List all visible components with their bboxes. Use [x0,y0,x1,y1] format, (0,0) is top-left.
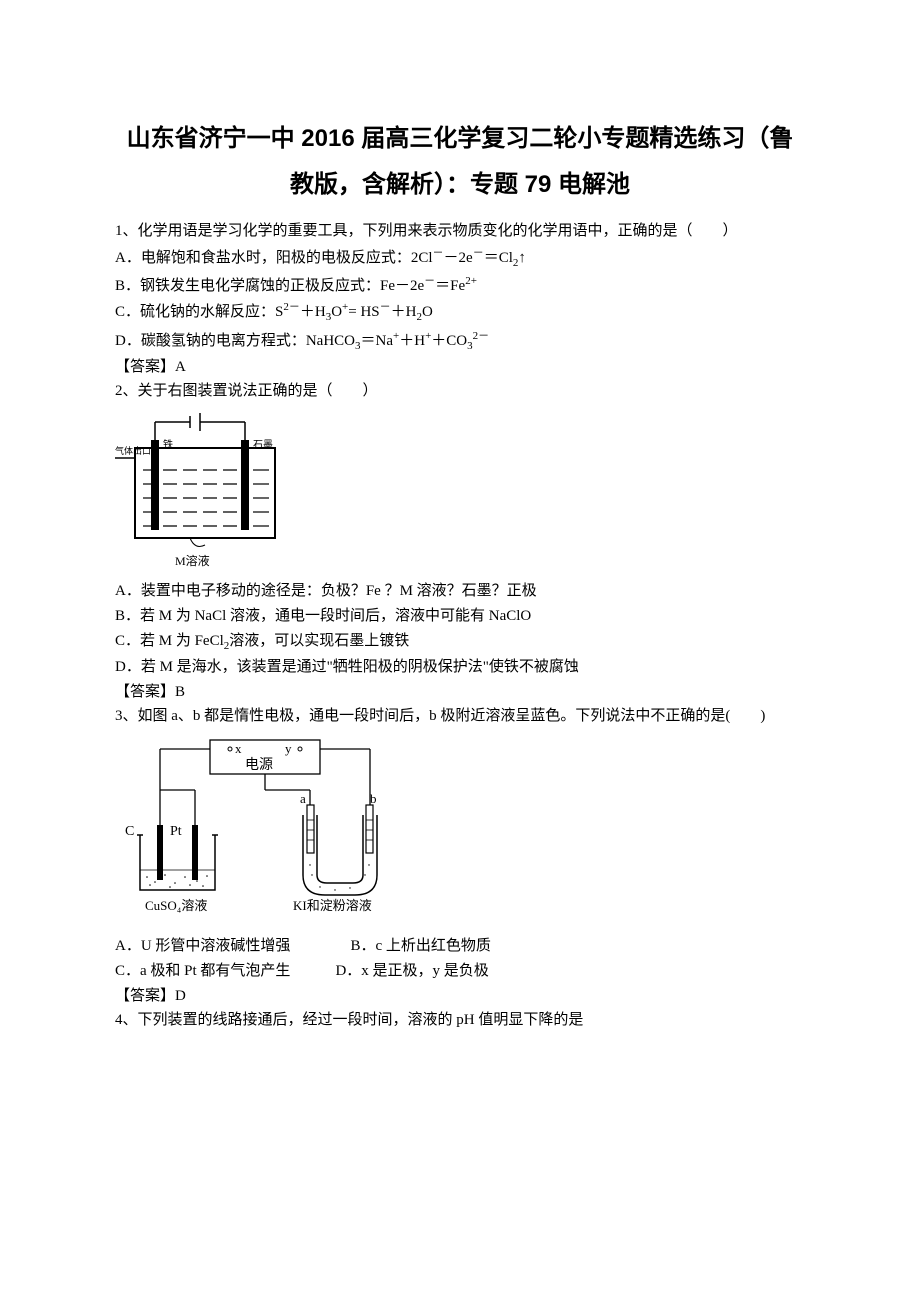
q3-figure: x y 电源 [115,735,805,930]
title-line-2: 教版，含解析）：专题 79 电解池 [115,166,805,204]
power-label: 电源 [245,757,273,773]
q1-answer: 【答案】A [115,355,805,380]
q3-stem: 3、如图 a、b 都是惰性电极，通电一段时间后，b 极附近溶液呈蓝色。下列说法中… [115,704,805,729]
pt-label: Pt [170,824,182,839]
q2-answer: 【答案】B [115,680,805,705]
gas-outlet-label: 气体出口 [115,445,151,456]
q4-stem: 4、下列装置的线路接通后，经过一段时间，溶液的 pH 值明显下降的是 [115,1008,805,1033]
q2-stem: 2、关于右图装置说法正确的是（ ） [115,379,805,404]
q1-option-a: A．电解饱和食盐水时，阳极的电极反应式：2Cl－－2e－＝Cl2↑ [115,244,805,272]
q2-option-d: D．若 M 是海水，该装置是通过"牺牲阳极的阴极保护法"使铁不被腐蚀 [115,655,805,680]
title-line-1: 山东省济宁一中 2016 届高三化学复习二轮小专题精选练习（鲁 [115,120,805,158]
q3-options-row1: A．U 形管中溶液碱性增强 B．c 上析出红色物质 [115,934,805,959]
q3-answer: 【答案】D [115,984,805,1009]
q1-c-pre: C．硫化钠的水解反应：S [115,304,283,320]
b-label: b [370,791,377,806]
m-solution-caption: M溶液 [175,553,210,568]
q1-stem: 1、化学用语是学习化学的重要工具，下列用来表示物质变化的化学用语中，正确的是（ … [115,219,805,244]
q2-c-post: 溶液，可以实现石墨上镀铁 [229,633,409,649]
q2-option-c: C．若 M 为 FeCl2溶液，可以实现石墨上镀铁 [115,629,805,655]
q1-a-pre: A．电解饱和食盐水时，阳极的电极反应式：2Cl [115,250,433,266]
ki-label: KI和淀粉溶液 [293,898,372,913]
fe-label: 铁 [163,438,173,451]
q3-options-row2: C．a 极和 Pt 都有气泡产生 D．x 是正极，y 是负极 [115,959,805,984]
q2-option-a: A．装置中电子移动的途径是：负极？Fe ？M 溶液？石墨？正极 [115,579,805,604]
q1-a-post: ↑ [518,250,526,266]
a-label: a [300,791,306,806]
cuso4-label: CuSO₄溶液 [145,898,207,913]
q1-option-b: B．钢铁发生电化学腐蚀的正极反应式：Fe－2e－＝Fe2+ [115,272,805,299]
q1-option-c: C．硫化钠的水解反应：S2－＋H3O+= HS－＋H2O [115,298,805,326]
q3-option-a: A．U 形管中溶液碱性增强 [115,938,290,954]
q2-figure: 气体出口 铁 石墨 M溶液 [115,410,805,575]
y-label: y [285,741,292,756]
q2-c-pre: C．若 M 为 FeCl [115,633,224,649]
c-label: C [125,824,134,839]
q1-b-pre: B．钢铁发生电化学腐蚀的正极反应式：Fe－2e [115,278,424,294]
q3-option-d: D．x 是正极，y 是负极 [335,963,488,979]
x-label: x [235,741,242,756]
q2-option-b: B．若 M 为 NaCl 溶液，通电一段时间后，溶液中可能有 NaClO [115,604,805,629]
graphite-label: 石墨 [253,439,273,451]
q3-option-b: B．c 上析出红色物质 [350,938,490,954]
q1-d-pre: D．碳酸氢钠的电离方程式：NaHCO [115,333,355,349]
q1-option-d: D．碳酸氢钠的电离方程式：NaHCO3＝Na+＋H+＋CO32－ [115,327,805,355]
q3-option-c: C．a 极和 Pt 都有气泡产生 [115,963,290,979]
